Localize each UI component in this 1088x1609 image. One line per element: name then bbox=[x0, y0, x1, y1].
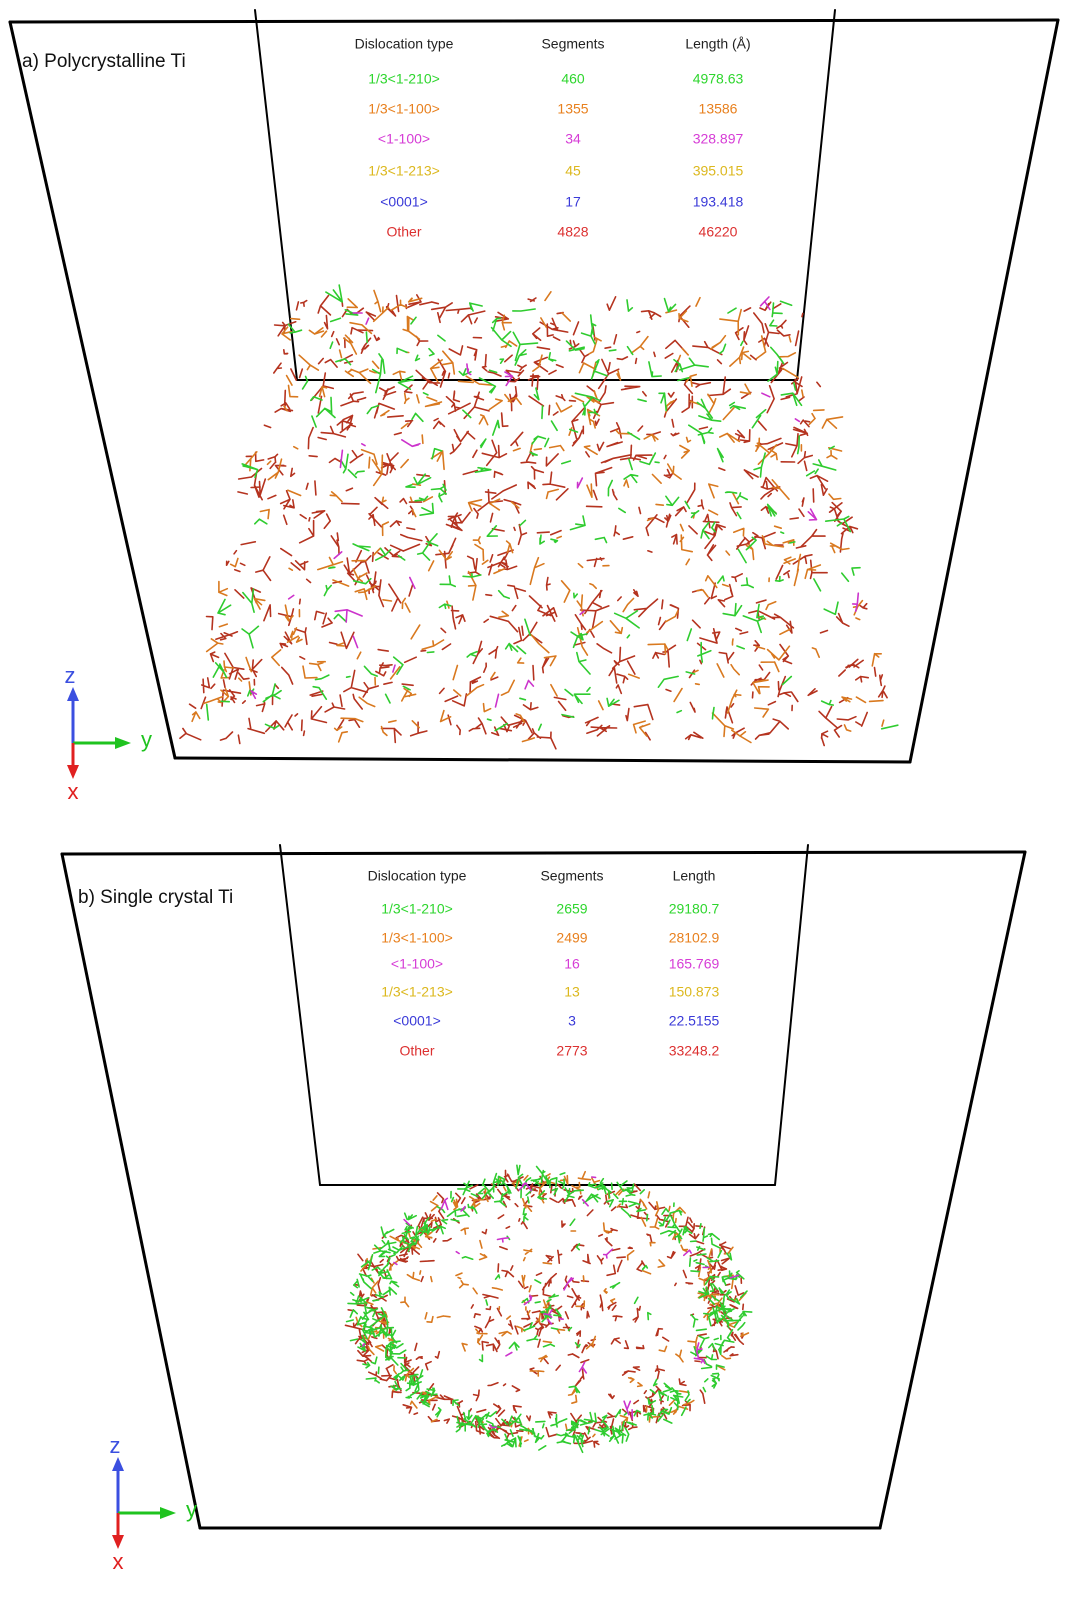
table-cell: 2659 bbox=[556, 901, 587, 917]
table-cell: 1/3<1-100> bbox=[368, 101, 440, 117]
table-cell: <1-100> bbox=[378, 131, 430, 147]
table-cell: 16 bbox=[564, 956, 580, 972]
table-cell: Other bbox=[386, 224, 421, 240]
table-cell: 1/3<1-213> bbox=[381, 984, 453, 1000]
dislocation-network bbox=[180, 285, 898, 1452]
dislocation-lines bbox=[180, 295, 887, 1447]
axis-label-x: x bbox=[113, 1549, 124, 1574]
table-cell: 29180.7 bbox=[669, 901, 720, 917]
axis-label-y: y bbox=[141, 727, 152, 752]
arrow-z bbox=[112, 1457, 124, 1471]
table-cell: 193.418 bbox=[693, 194, 744, 210]
figure: a) Polycrystalline Ti Dislocation type Seg… bbox=[0, 0, 1088, 1604]
table-cell: <0001> bbox=[393, 1013, 441, 1029]
table-cell: 1/3<1-213> bbox=[368, 163, 440, 179]
panel-label: b) Single crystal Ti bbox=[78, 887, 233, 908]
table-cell: 28102.9 bbox=[669, 930, 720, 946]
table-cell: 1355 bbox=[557, 101, 588, 117]
arrow-y bbox=[115, 737, 131, 749]
table-cell: 22.5155 bbox=[669, 1013, 720, 1029]
table-cell: 150.873 bbox=[669, 984, 720, 1000]
annotations: a) Polycrystalline Ti Dislocation type Seg… bbox=[22, 36, 751, 1574]
table-cell: 1/3<1-210> bbox=[368, 71, 440, 87]
table-cell: 395.015 bbox=[693, 163, 744, 179]
table-header: Length (Å) bbox=[685, 36, 750, 52]
table-header: Segments bbox=[541, 36, 604, 52]
simulation-box-a bbox=[10, 10, 1058, 762]
table-header: Dislocation type bbox=[368, 868, 467, 884]
table-header: Dislocation type bbox=[355, 36, 454, 52]
axis-label-z: z bbox=[110, 1433, 121, 1458]
table-cell: 13 bbox=[564, 984, 580, 1000]
table-cell: Other bbox=[399, 1043, 434, 1059]
table-cell: 1/3<1-100> bbox=[381, 930, 453, 946]
table-cell: 45 bbox=[565, 163, 581, 179]
table-cell: 3 bbox=[568, 1013, 576, 1029]
dislocation-lines bbox=[251, 297, 858, 1428]
table-cell: 13586 bbox=[699, 101, 738, 117]
table-cell: 1/3<1-210> bbox=[381, 901, 453, 917]
arrow-x bbox=[112, 1535, 124, 1549]
table-cell: 4978.63 bbox=[693, 71, 744, 87]
axis-label-x: x bbox=[68, 779, 79, 804]
axis-label-z: z bbox=[65, 663, 76, 688]
dislocation-lines bbox=[192, 291, 884, 1447]
arrow-y bbox=[160, 1507, 176, 1519]
table-cell: 2773 bbox=[556, 1043, 587, 1059]
table-cell: 2499 bbox=[556, 930, 587, 946]
table-cell: 34 bbox=[565, 131, 581, 147]
table-cell: <1-100> bbox=[391, 956, 443, 972]
table-header: Segments bbox=[540, 868, 603, 884]
arrow-z bbox=[67, 687, 79, 701]
table-cell: 33248.2 bbox=[669, 1043, 720, 1059]
table-cell: 460 bbox=[561, 71, 585, 87]
table-cell: 4828 bbox=[557, 224, 588, 240]
table-cell: 17 bbox=[565, 194, 581, 210]
arrow-x bbox=[67, 765, 79, 779]
table-cell: <0001> bbox=[380, 194, 428, 210]
panel-label: a) Polycrystalline Ti bbox=[22, 51, 186, 72]
table-cell: 328.897 bbox=[693, 131, 744, 147]
table-cell: 46220 bbox=[699, 224, 738, 240]
table-cell: 165.769 bbox=[669, 956, 720, 972]
table-header: Length bbox=[673, 868, 716, 884]
page: a) Polycrystalline Ti Dislocation type Seg… bbox=[0, 0, 1088, 1604]
axis-label-y: y bbox=[186, 1497, 197, 1522]
